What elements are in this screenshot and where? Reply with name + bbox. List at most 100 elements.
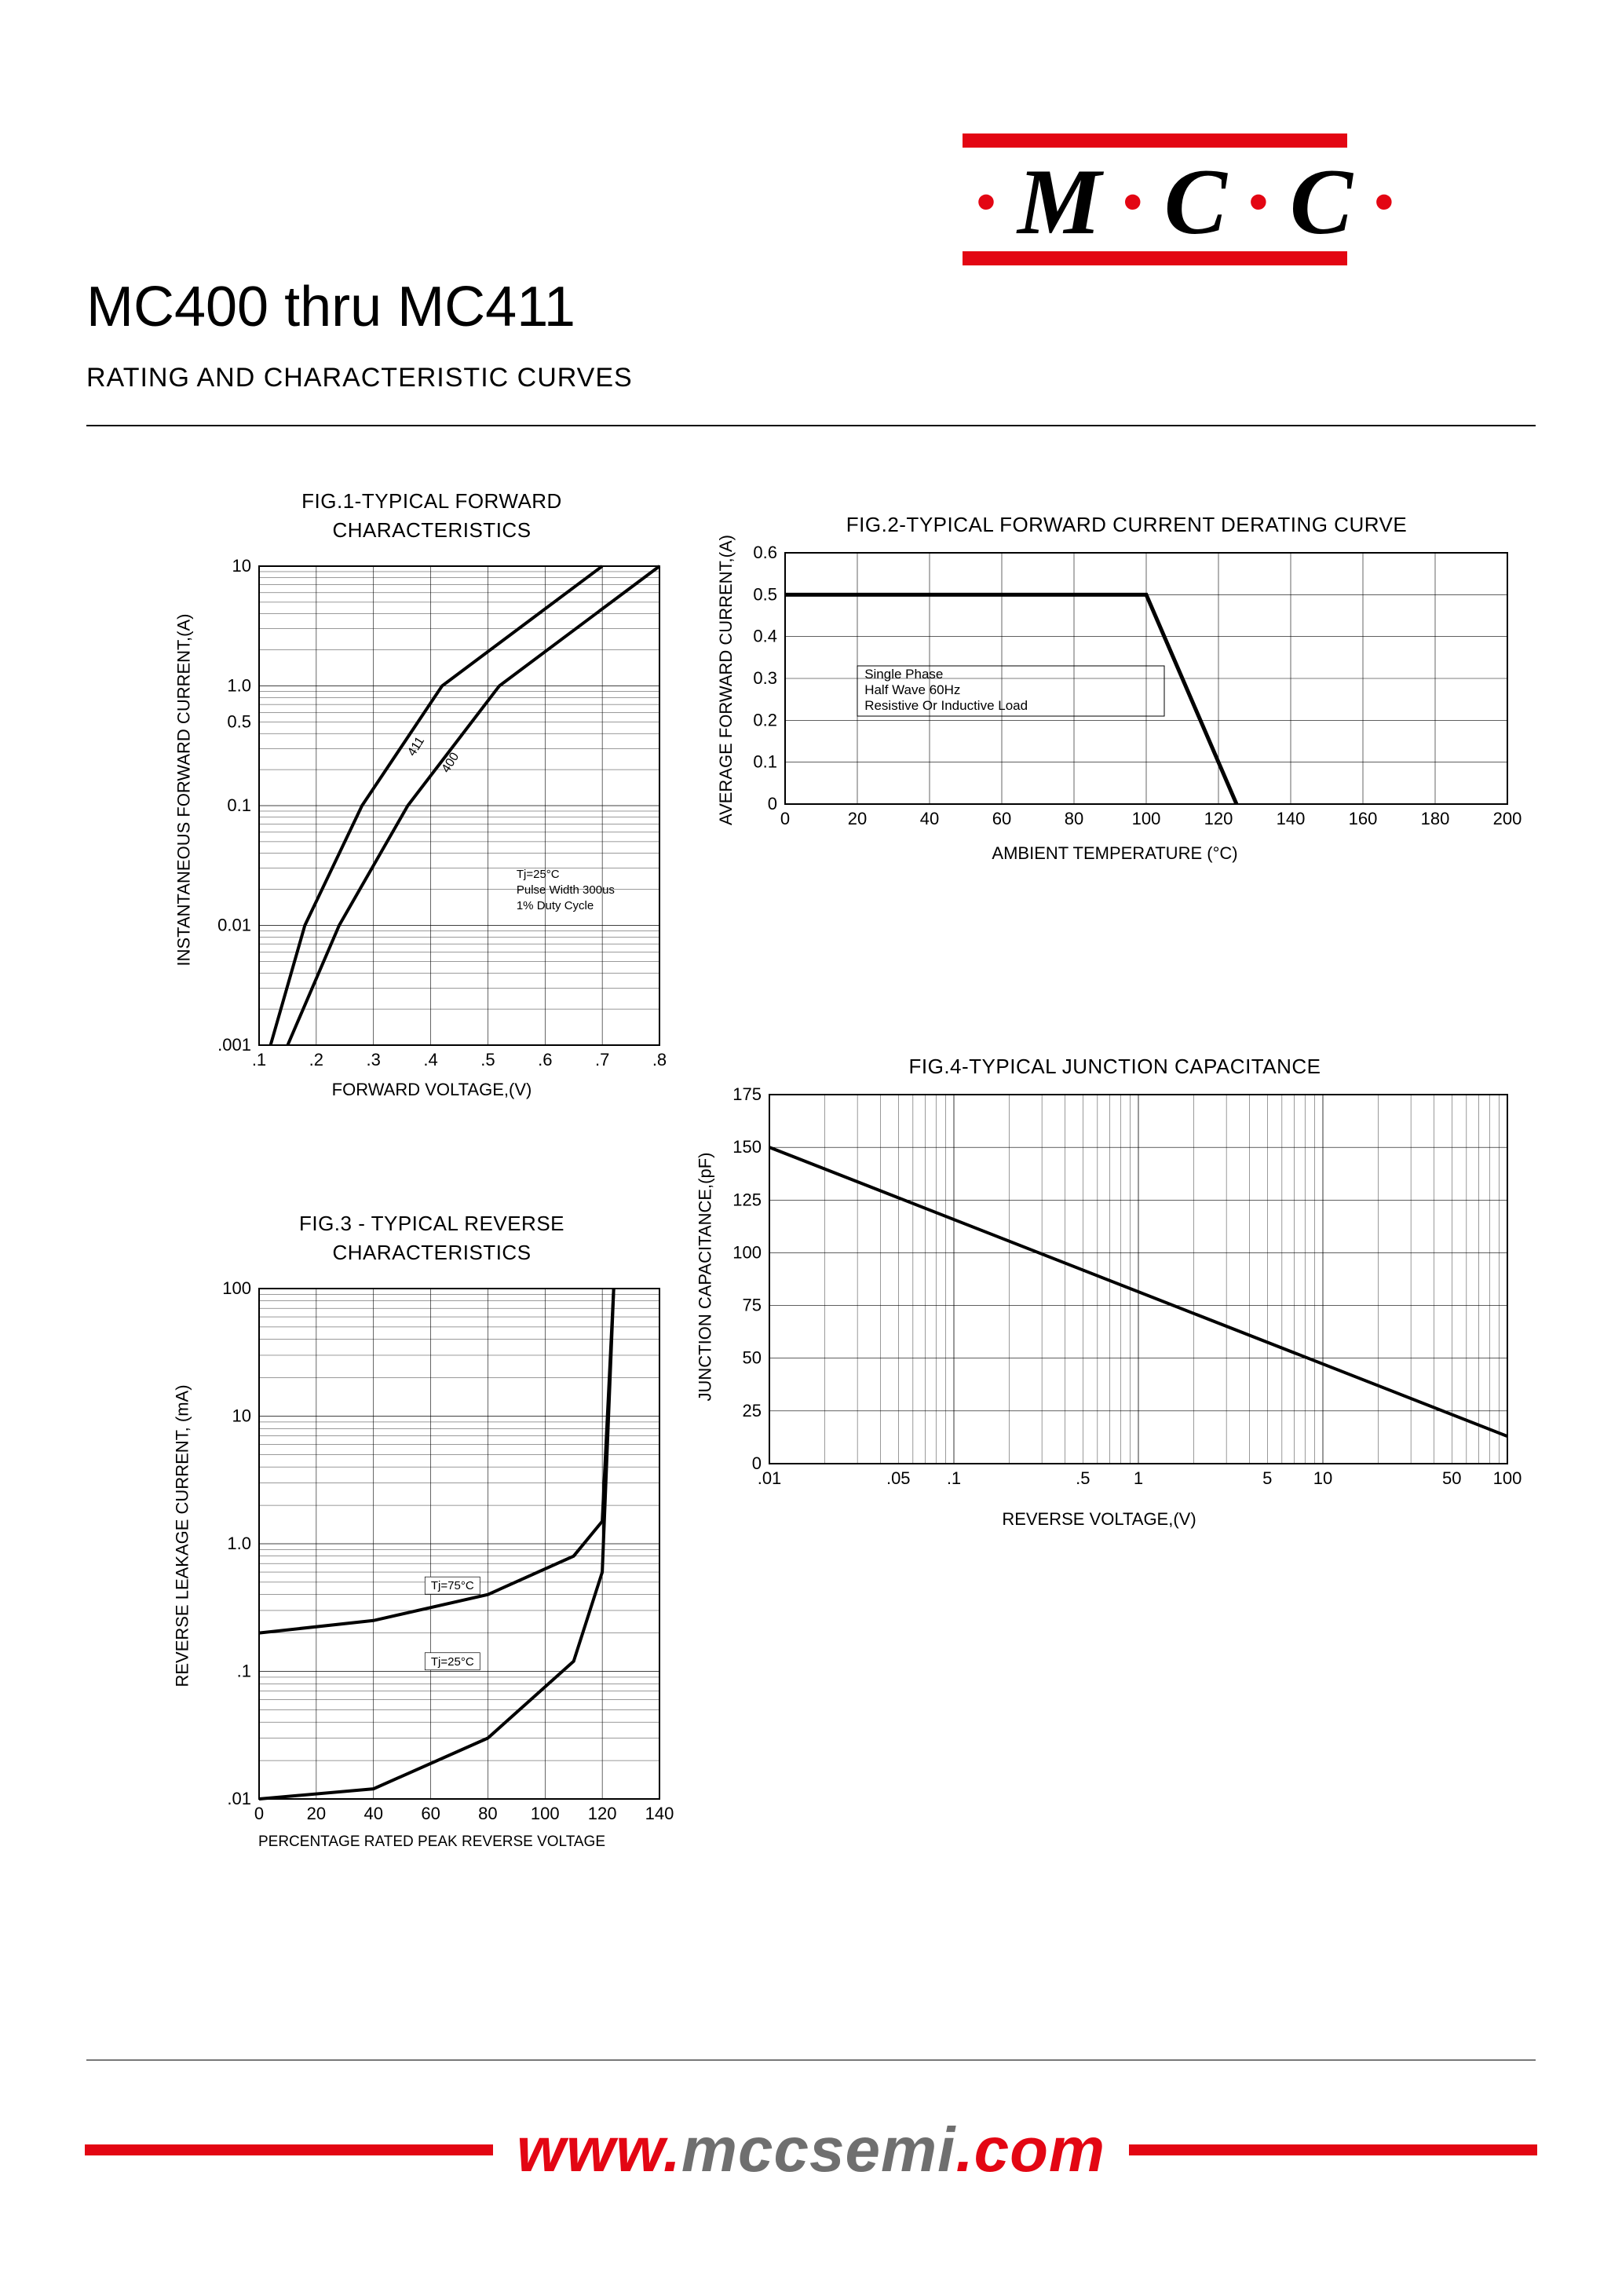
page-subtitle: RATING AND CHARACTERISTIC CURVES — [86, 363, 1536, 393]
svg-text:.3: .3 — [367, 1050, 381, 1069]
svg-text:.7: .7 — [595, 1050, 609, 1069]
svg-text:Tj=25°C: Tj=25°C — [517, 868, 560, 881]
svg-text:175: 175 — [732, 1084, 762, 1104]
svg-text:.6: .6 — [538, 1050, 552, 1069]
svg-text:1% Duty Cycle: 1% Duty Cycle — [517, 899, 594, 912]
svg-text:0: 0 — [752, 1453, 762, 1473]
svg-text:75: 75 — [743, 1296, 762, 1315]
fig1-xlabel: FORWARD VOLTAGE,(V) — [188, 1080, 675, 1100]
svg-text:150: 150 — [732, 1137, 762, 1157]
svg-text:20: 20 — [848, 809, 867, 828]
fig3-title-1: FIG.3 - TYPICAL REVERSE — [188, 1212, 675, 1236]
svg-text:0.01: 0.01 — [217, 916, 251, 935]
svg-text:Resistive Or Inductive Load: Resistive Or Inductive Load — [864, 698, 1028, 713]
svg-text:180: 180 — [1421, 809, 1450, 828]
svg-text:.2: .2 — [309, 1050, 323, 1069]
svg-text:120: 120 — [1204, 809, 1233, 828]
svg-text:.5: .5 — [1076, 1468, 1090, 1488]
svg-text:20: 20 — [307, 1804, 326, 1823]
fig1-title-1: FIG.1-TYPICAL FORWARD — [188, 489, 675, 514]
svg-text:.1: .1 — [947, 1468, 961, 1488]
svg-text:400: 400 — [440, 750, 462, 775]
svg-text:0.3: 0.3 — [753, 668, 777, 688]
svg-text:100: 100 — [1493, 1468, 1522, 1488]
svg-text:Single Phase: Single Phase — [864, 667, 943, 682]
svg-text:80: 80 — [478, 1804, 497, 1823]
svg-text:0.6: 0.6 — [753, 543, 777, 562]
fig2-xlabel: AMBIENT TEMPERATURE (°C) — [730, 843, 1500, 864]
logo: ·M·C·C· — [963, 133, 1347, 265]
fig3-plot: 0 20 40 60 80 100 120 140 .01 .1 1.0 10 100 Tj=75°C Tj… — [188, 1265, 675, 1830]
fig1-ylabel: INSTANTANEOUS FORWARD CURRENT,(A) — [174, 614, 194, 967]
fig3: FIG.3 - TYPICAL REVERSE CHARACTERISTICS … — [188, 1212, 675, 1851]
footer-bar-right — [1129, 2144, 1537, 2155]
fig4-xlabel: REVERSE VOLTAGE,(V) — [707, 1509, 1492, 1530]
fig4-title: FIG.4-TYPICAL JUNCTION CAPACITANCE — [707, 1055, 1523, 1079]
svg-text:Pulse Width 300us: Pulse Width 300us — [517, 883, 615, 897]
svg-text:160: 160 — [1349, 809, 1378, 828]
fig1: FIG.1-TYPICAL FORWARD CHARACTERISTICS IN… — [188, 489, 675, 1100]
fig1-plot: .1.2.3.4.5.6.7.8.0010.010.10.51.01041140… — [188, 543, 675, 1077]
page-title: MC400 thru MC411 — [86, 275, 1536, 339]
svg-text:Tj=25°C: Tj=25°C — [431, 1655, 474, 1669]
fig3-title-2: CHARACTERISTICS — [188, 1241, 675, 1265]
svg-text:140: 140 — [1277, 809, 1306, 828]
svg-text:0: 0 — [780, 809, 790, 828]
svg-text:60: 60 — [421, 1804, 440, 1823]
svg-text:200: 200 — [1493, 809, 1522, 828]
fig4-plot: .01.05.1.51510501000255075100125150175 — [707, 1079, 1523, 1495]
svg-text:50: 50 — [1442, 1468, 1461, 1488]
svg-text:0: 0 — [254, 1804, 264, 1823]
fig3-ylabel: REVERSE LEAKAGE CURRENT, (mA) — [173, 1384, 193, 1687]
svg-text:140: 140 — [645, 1804, 674, 1823]
svg-text:10: 10 — [232, 556, 251, 576]
svg-text:120: 120 — [588, 1804, 617, 1823]
fig1-title-2: CHARACTERISTICS — [188, 518, 675, 543]
svg-text:80: 80 — [1065, 809, 1083, 828]
fig4: FIG.4-TYPICAL JUNCTION CAPACITANCE JUNCT… — [707, 1055, 1523, 1530]
svg-text:.05: .05 — [886, 1468, 911, 1488]
fig2-ylabel: AVERAGE FORWARD CURRENT,(A) — [716, 535, 736, 825]
svg-text:60: 60 — [992, 809, 1011, 828]
svg-text:0.1: 0.1 — [753, 752, 777, 772]
svg-text:100: 100 — [531, 1804, 560, 1823]
fig3-xlabel: PERCENTAGE RATED PEAK REVERSE VOLTAGE — [188, 1834, 675, 1851]
svg-text:0.5: 0.5 — [753, 584, 777, 604]
fig2-plot: 02040608010012014016018020000.10.20.30.4… — [730, 537, 1523, 835]
fig4-ylabel: JUNCTION CAPACITANCE,(pF) — [695, 1153, 715, 1402]
svg-text:.4: .4 — [423, 1050, 437, 1069]
svg-text:100: 100 — [222, 1278, 251, 1298]
svg-text:50: 50 — [743, 1348, 762, 1368]
svg-text:.1: .1 — [252, 1050, 266, 1069]
svg-text:1.0: 1.0 — [227, 1534, 251, 1553]
svg-text:.5: .5 — [480, 1050, 495, 1069]
svg-text:1: 1 — [1134, 1468, 1143, 1488]
svg-text:Tj=75°C: Tj=75°C — [431, 1579, 474, 1592]
page: ·M·C·C· MC400 thru MC411 RATING AND CHAR… — [0, 0, 1622, 2296]
svg-text:25: 25 — [743, 1401, 762, 1420]
svg-text:10: 10 — [1313, 1468, 1332, 1488]
title-rule — [86, 425, 1536, 426]
svg-text:0.4: 0.4 — [753, 627, 777, 646]
footer-url: www.mccsemi.com — [493, 2114, 1129, 2186]
logo-text: ·M·C·C· — [963, 148, 1347, 251]
svg-text:40: 40 — [920, 809, 939, 828]
svg-text:1.0: 1.0 — [227, 676, 251, 696]
svg-text:10: 10 — [232, 1406, 251, 1426]
svg-text:125: 125 — [732, 1190, 762, 1209]
svg-text:0.1: 0.1 — [227, 795, 251, 815]
svg-text:40: 40 — [363, 1804, 382, 1823]
svg-text:100: 100 — [1132, 809, 1161, 828]
svg-text:.001: .001 — [217, 1035, 251, 1055]
svg-text:.01: .01 — [227, 1789, 251, 1808]
logo-top-bar — [963, 133, 1347, 148]
svg-text:5: 5 — [1262, 1468, 1272, 1488]
svg-text:.1: .1 — [237, 1662, 251, 1681]
charts-area: FIG.1-TYPICAL FORWARD CHARACTERISTICS IN… — [86, 458, 1536, 2028]
footer-bar-left — [85, 2144, 493, 2155]
svg-text:0.2: 0.2 — [753, 710, 777, 729]
svg-text:0.5: 0.5 — [227, 711, 251, 731]
svg-text:Half Wave 60Hz: Half Wave 60Hz — [864, 682, 960, 697]
svg-text:100: 100 — [732, 1242, 762, 1262]
svg-text:.8: .8 — [652, 1050, 667, 1069]
